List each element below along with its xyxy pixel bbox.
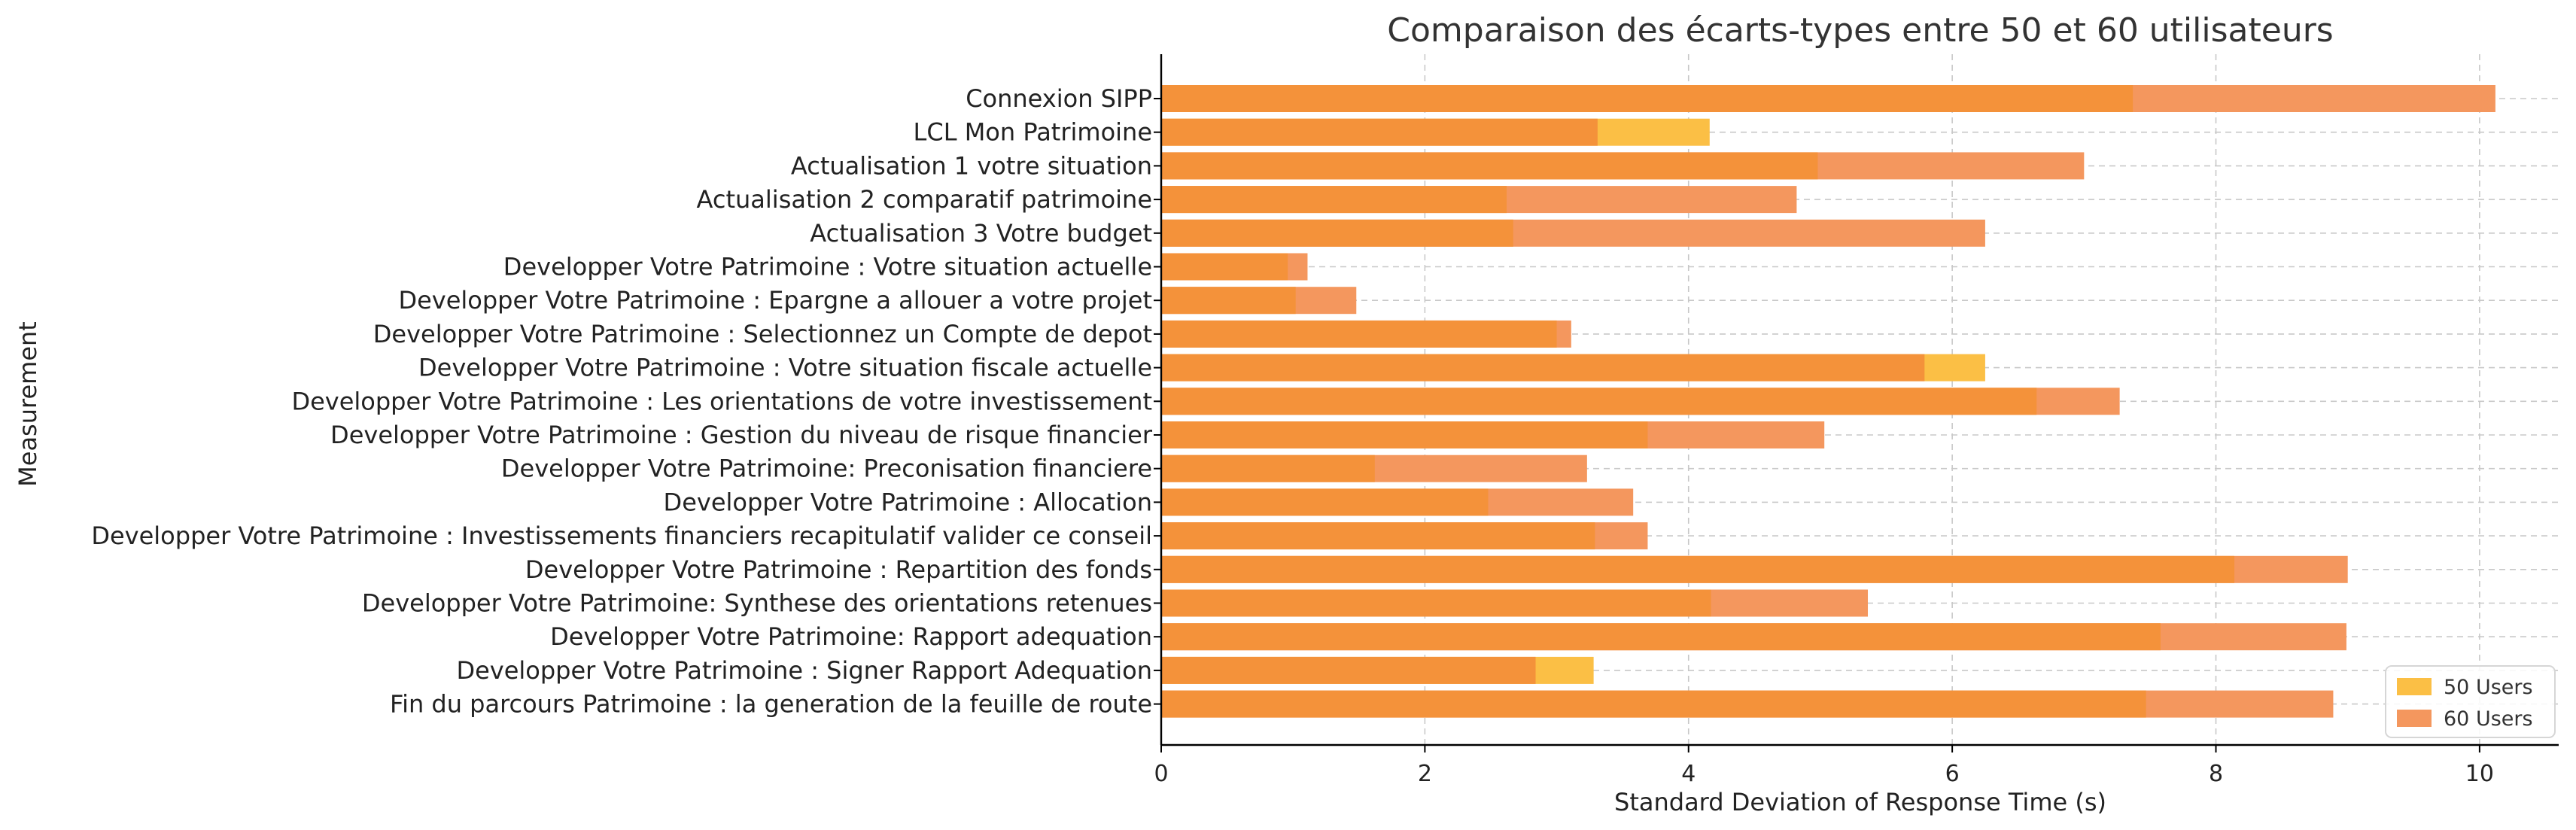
category-label: Developper Votre Patrimoine : Repartitio…	[525, 555, 1152, 584]
category-label: Developper Votre Patrimoine : Epargne a …	[398, 286, 1152, 315]
x-tick-label: 6	[1945, 761, 1960, 787]
x-tick-label: 2	[1418, 761, 1432, 787]
legend-swatch-60-users	[2397, 710, 2432, 727]
category-label: Developper Votre Patrimoine : Allocation	[664, 488, 1152, 516]
x-axis-label: Standard Deviation of Response Time (s)	[1614, 788, 2106, 816]
category-labels: Connexion SIPP LCL Mon Patrimoine Actualis…	[91, 84, 1153, 719]
bar-50-users-developper-votre-patrimoine-preconisation-financiere	[1161, 455, 1375, 482]
chart-title: Comparaison des écarts-types entre 50 et…	[1387, 11, 2333, 50]
category-label: Developper Votre Patrimoine: Synthese de…	[362, 589, 1152, 618]
category-label: Developper Votre Patrimoine : Signer Rap…	[456, 656, 1152, 685]
category-label: Developper Votre Patrimoine : Gestion du…	[330, 421, 1153, 449]
category-label: Actualisation 3 Votre budget	[810, 219, 1152, 248]
x-tick-label: 8	[2209, 761, 2223, 787]
legend-label-60-users: 60 Users	[2444, 707, 2533, 731]
category-label: Developper Votre Patrimoine: Rapport ade…	[550, 622, 1152, 651]
bar-50-users-actualisation-2-comparatif-patrimoine	[1161, 186, 1507, 214]
category-label: Developper Votre Patrimoine : Votre situ…	[503, 253, 1152, 281]
bar-50-users-developper-votre-patrimoine-gestion-du-niveau-de-risque-financier	[1161, 421, 1648, 448]
bar-60-users-developper-votre-patrimoine-votre-situation-fiscale-actuelle	[1161, 354, 1925, 382]
bar-50-users-actualisation-3-votre-budget	[1161, 219, 1513, 247]
bar-60-users-lcl-mon-patrimoine	[1161, 118, 1598, 146]
bar-50-users-developper-votre-patrimoine-epargne-a-allouer-a-votre-projet	[1161, 287, 1296, 315]
bar-50-users-developper-votre-patrimoine-synthese-des-orientations-retenues	[1161, 589, 1711, 617]
legend-label-50-users: 50 Users	[2444, 676, 2533, 699]
bars	[1161, 85, 2495, 718]
x-tick-labels: 0 2 4 6 8 10	[1154, 761, 2494, 787]
bar-50-users-developper-votre-patrimoine-repartition-des-fonds	[1161, 555, 2235, 583]
bar-50-users-developper-votre-patrimoine-selectionnez-un-compte-de-depot	[1161, 320, 1557, 348]
category-label: Fin du parcours Patrimoine : la generati…	[390, 690, 1152, 719]
axes	[1154, 54, 2559, 752]
category-label: LCL Mon Patrimoine	[914, 118, 1152, 147]
category-label: Developper Votre Patrimoine : Les orient…	[291, 387, 1152, 415]
bar-50-users-fin-du-parcours-patrimoine-la-generation-de-la-feuille-de-route	[1161, 690, 2146, 718]
legend-swatch-50-users	[2397, 678, 2432, 695]
x-tick-label: 4	[1681, 761, 1696, 787]
bar-50-users-developper-votre-patrimoine-allocation	[1161, 488, 1489, 516]
bar-60-users-developper-votre-patrimoine-signer-rapport-adequation	[1161, 656, 1536, 684]
category-label: Developper Votre Patrimoine: Preconisati…	[501, 455, 1152, 483]
bar-50-users-connexion-sipp	[1161, 85, 2133, 112]
category-label: Developper Votre Patrimoine : Selectionn…	[373, 320, 1152, 348]
category-label: Connexion SIPP	[966, 84, 1152, 113]
bar-50-users-developper-votre-patrimoine-votre-situation-actuelle	[1161, 253, 1288, 281]
bar-50-users-developper-votre-patrimoine-les-orientations-de-votre-investissement	[1161, 388, 2037, 415]
category-label: Developper Votre Patrimoine : Investisse…	[91, 521, 1152, 550]
bar-50-users-developper-votre-patrimoine-investissements-financiers-recapitulatif-valider-ce-conseil	[1161, 522, 1595, 550]
category-label: Developper Votre Patrimoine : Votre situ…	[418, 354, 1152, 382]
y-axis-label: Measurement	[14, 321, 42, 487]
bar-50-users-developper-votre-patrimoine-rapport-adequation	[1161, 623, 2161, 651]
x-tick-label: 0	[1154, 761, 1168, 787]
category-label: Actualisation 1 votre situation	[791, 151, 1152, 180]
bar-50-users-actualisation-1-votre-situation	[1161, 152, 1818, 180]
x-tick-label: 10	[2465, 761, 2494, 787]
legend: 50 Users 60 Users	[2385, 665, 2556, 738]
category-label: Actualisation 2 comparatif patrimoine	[697, 185, 1152, 214]
